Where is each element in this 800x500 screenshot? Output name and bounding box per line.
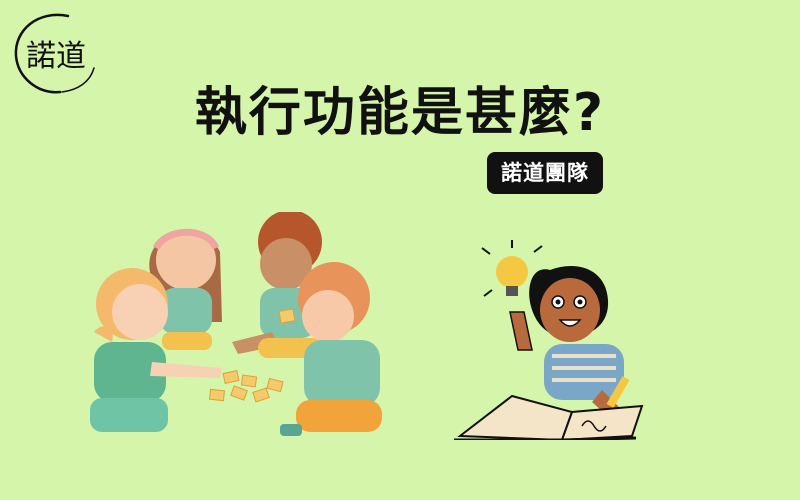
girl-idea-lightbulb-illustration: [454, 240, 644, 440]
team-badge: 諾道團隊: [487, 152, 603, 194]
lightbulb-icon: [481, 240, 547, 297]
open-book: [454, 394, 644, 440]
brand-logo: 諾道: [14, 13, 95, 94]
children-playing-cards-illustration: [90, 212, 382, 436]
playing-cards: [208, 308, 296, 403]
child-ginger-boy: [280, 262, 382, 436]
child-blonde-girl: [90, 268, 222, 432]
page-title: 執行功能是甚麼?: [194, 83, 606, 143]
logo-text: 諾道: [26, 39, 86, 74]
